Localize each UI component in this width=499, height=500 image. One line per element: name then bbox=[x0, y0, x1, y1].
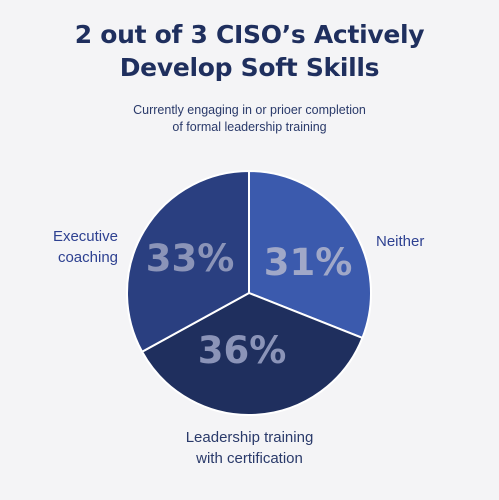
chart-subtitle: Currently engaging in or prioer completi… bbox=[0, 102, 499, 136]
value-label-neither: 31% bbox=[264, 241, 353, 284]
label-executive-coaching: Executive coaching bbox=[22, 226, 118, 268]
value-label-executive-coaching: 33% bbox=[146, 237, 235, 280]
label-leadership-training-line-1: Leadership training bbox=[185, 429, 314, 446]
value-label-leadership-training: 36% bbox=[198, 329, 287, 372]
pie-slice-executive-coaching bbox=[126, 170, 250, 353]
label-neither-line-1: Neither bbox=[376, 233, 425, 250]
title-line-2: Develop Soft Skills bbox=[119, 53, 380, 82]
subtitle-line-2: of formal leadership training bbox=[172, 120, 327, 134]
label-leadership-training: Leadership training with certification bbox=[0, 427, 499, 469]
label-executive-coaching-line-1: Executive bbox=[52, 228, 118, 245]
label-executive-coaching-line-2: coaching bbox=[57, 249, 118, 266]
pie-slice-neither bbox=[248, 170, 372, 339]
pie-slice-leadership-training bbox=[141, 292, 364, 416]
chart-title: 2 out of 3 CISO’s Actively Develop Soft … bbox=[0, 18, 499, 84]
subtitle-line-1: Currently engaging in or prioer completi… bbox=[133, 103, 366, 117]
label-neither: Neither bbox=[376, 231, 424, 252]
label-leadership-training-line-2: with certification bbox=[196, 450, 303, 467]
title-line-1: 2 out of 3 CISO’s Actively bbox=[74, 20, 425, 49]
